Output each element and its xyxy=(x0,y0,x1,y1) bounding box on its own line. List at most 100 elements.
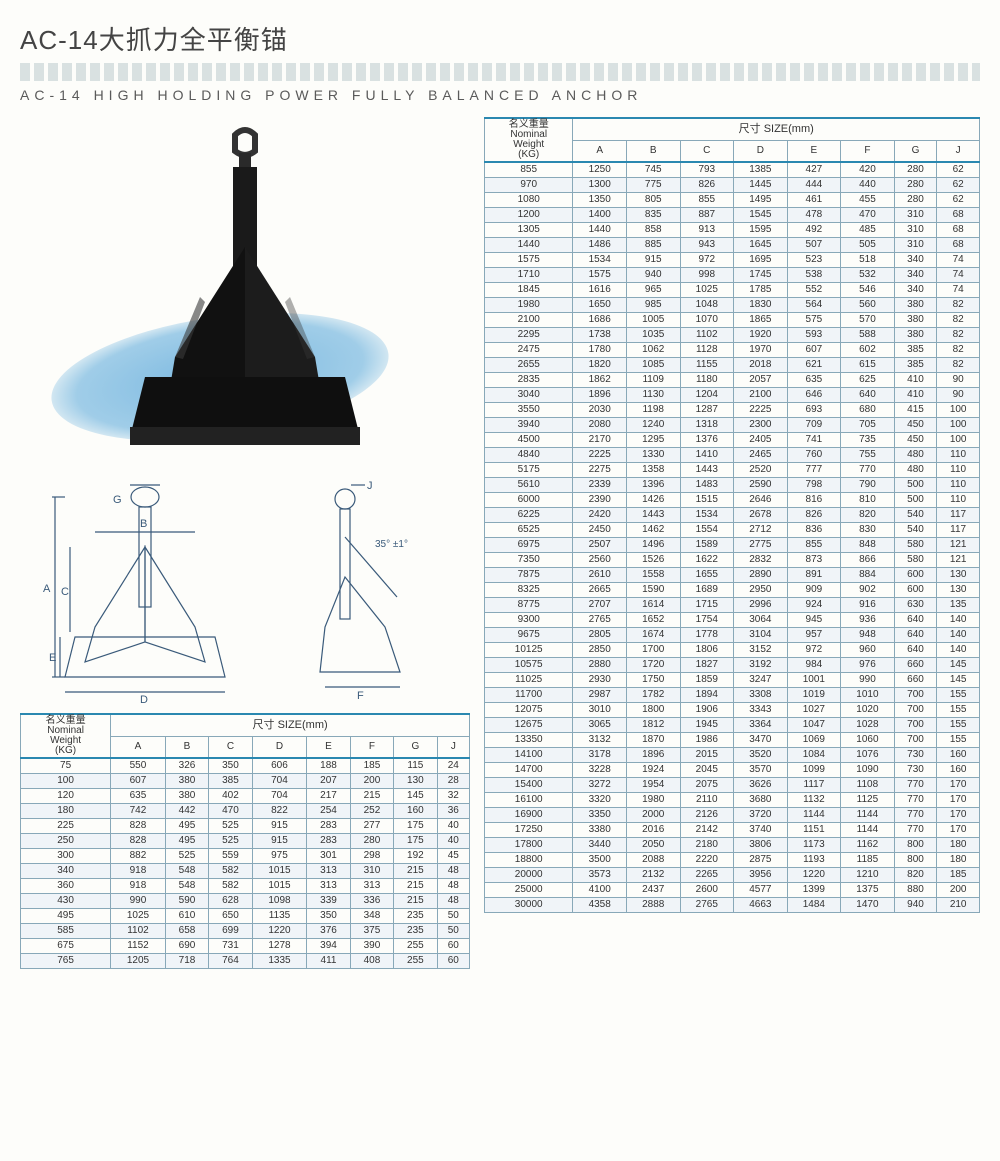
cell-dim: 3104 xyxy=(734,628,788,643)
cell-dim: 3132 xyxy=(573,733,627,748)
cell-dim: 582 xyxy=(209,864,252,879)
cell-dim: 1534 xyxy=(680,508,734,523)
cell-dim: 640 xyxy=(894,643,937,658)
cell-dim: 3573 xyxy=(573,868,627,883)
th-col: D xyxy=(252,737,307,758)
cell-dim: 2050 xyxy=(626,838,680,853)
table-row: 198016509851048183056456038082 xyxy=(485,298,980,313)
cell-weight: 4500 xyxy=(485,433,573,448)
cell-dim: 924 xyxy=(787,598,841,613)
cell-dim: 1108 xyxy=(841,778,895,793)
cell-weight: 1305 xyxy=(485,223,573,238)
cell-dim: 1595 xyxy=(734,223,788,238)
cell-dim: 940 xyxy=(626,268,680,283)
cell-dim: 348 xyxy=(350,909,393,924)
cell-dim: 313 xyxy=(307,879,350,894)
cell-dim: 188 xyxy=(307,758,350,774)
cell-dim: 2265 xyxy=(680,868,734,883)
cell-dim: 350 xyxy=(209,758,252,774)
table-row: 62252420144315342678826820540117 xyxy=(485,508,980,523)
cell-dim: 2030 xyxy=(573,403,627,418)
dim-label-D: D xyxy=(140,694,148,706)
cell-dim: 3680 xyxy=(734,793,788,808)
cell-dim: 1250 xyxy=(573,162,627,178)
cell-dim: 1070 xyxy=(680,313,734,328)
cell-dim: 2339 xyxy=(573,478,627,493)
cell-dim: 2930 xyxy=(573,673,627,688)
cell-dim: 1400 xyxy=(573,208,627,223)
table-row: 10801350805855149546145528062 xyxy=(485,193,980,208)
cell-dim: 1827 xyxy=(680,658,734,673)
cell-dim: 4577 xyxy=(734,883,788,898)
cell-dim: 602 xyxy=(841,343,895,358)
cell-dim: 1496 xyxy=(626,538,680,553)
cell-dim: 705 xyxy=(841,418,895,433)
cell-dim: 2057 xyxy=(734,373,788,388)
table-row: 60002390142615152646816810500110 xyxy=(485,493,980,508)
cell-dim: 2665 xyxy=(573,583,627,598)
cell-dim: 283 xyxy=(307,819,350,834)
cell-dim: 45 xyxy=(437,849,469,864)
cell-dim: 718 xyxy=(165,954,208,969)
anchor-photo xyxy=(20,117,470,477)
cell-dim: 760 xyxy=(787,448,841,463)
cell-dim: 777 xyxy=(787,463,841,478)
cell-dim: 68 xyxy=(937,238,980,253)
cell-dim: 540 xyxy=(894,508,937,523)
cell-weight: 675 xyxy=(21,939,111,954)
cell-dim: 2610 xyxy=(573,568,627,583)
cell-dim: 1780 xyxy=(573,343,627,358)
cell-dim: 660 xyxy=(894,673,937,688)
cell-dim: 461 xyxy=(787,193,841,208)
cell-dim: 1152 xyxy=(111,939,166,954)
cell-dim: 550 xyxy=(111,758,166,774)
cell-weight: 13350 xyxy=(485,733,573,748)
cell-dim: 658 xyxy=(165,924,208,939)
cell-dim: 690 xyxy=(165,939,208,954)
cell-dim: 310 xyxy=(350,864,393,879)
cell-dim: 1830 xyxy=(734,298,788,313)
cell-dim: 100 xyxy=(937,418,980,433)
cell-dim: 90 xyxy=(937,373,980,388)
cell-weight: 25000 xyxy=(485,883,573,898)
cell-weight: 6975 xyxy=(485,538,573,553)
cell-dim: 1645 xyxy=(734,238,788,253)
cell-dim: 540 xyxy=(894,523,937,538)
cell-weight: 5610 xyxy=(485,478,573,493)
cell-dim: 3272 xyxy=(573,778,627,793)
cell-dim: 943 xyxy=(680,238,734,253)
cell-dim: 700 xyxy=(894,733,937,748)
spec-table-right: 名义重量 Nominal Weight (KG) 尺寸 SIZE(mm) ABC… xyxy=(484,117,980,913)
cell-dim: 1130 xyxy=(626,388,680,403)
cell-dim: 1220 xyxy=(787,868,841,883)
cell-dim: 376 xyxy=(307,924,350,939)
cell-dim: 1090 xyxy=(841,763,895,778)
th-weight: 名义重量 Nominal Weight (KG) xyxy=(21,714,111,758)
th-col: B xyxy=(626,141,680,162)
cell-dim: 770 xyxy=(894,808,937,823)
cell-dim: 155 xyxy=(937,733,980,748)
cell-dim: 2016 xyxy=(626,823,680,838)
cell-dim: 1920 xyxy=(734,328,788,343)
cell-weight: 4840 xyxy=(485,448,573,463)
cell-dim: 385 xyxy=(894,358,937,373)
cell-dim: 1062 xyxy=(626,343,680,358)
cell-dim: 3192 xyxy=(734,658,788,673)
cell-dim: 1385 xyxy=(734,162,788,178)
cell-dim: 1534 xyxy=(573,253,627,268)
cell-dim: 2220 xyxy=(680,853,734,868)
cell-dim: 972 xyxy=(680,253,734,268)
spec-table-left: 名义重量 Nominal Weight (KG) 尺寸 SIZE(mm) ABC… xyxy=(20,713,470,969)
table-row: 14401486885943164550750531068 xyxy=(485,238,980,253)
cell-dim: 582 xyxy=(209,879,252,894)
cell-dim: 1084 xyxy=(787,748,841,763)
cell-dim: 380 xyxy=(894,328,937,343)
cell-dim: 485 xyxy=(841,223,895,238)
cell-dim: 3010 xyxy=(573,703,627,718)
cell-dim: 1027 xyxy=(787,703,841,718)
cell-dim: 170 xyxy=(937,823,980,838)
cell-dim: 135 xyxy=(937,598,980,613)
th-col: G xyxy=(894,141,937,162)
cell-dim: 215 xyxy=(350,789,393,804)
cell-dim: 444 xyxy=(787,178,841,193)
